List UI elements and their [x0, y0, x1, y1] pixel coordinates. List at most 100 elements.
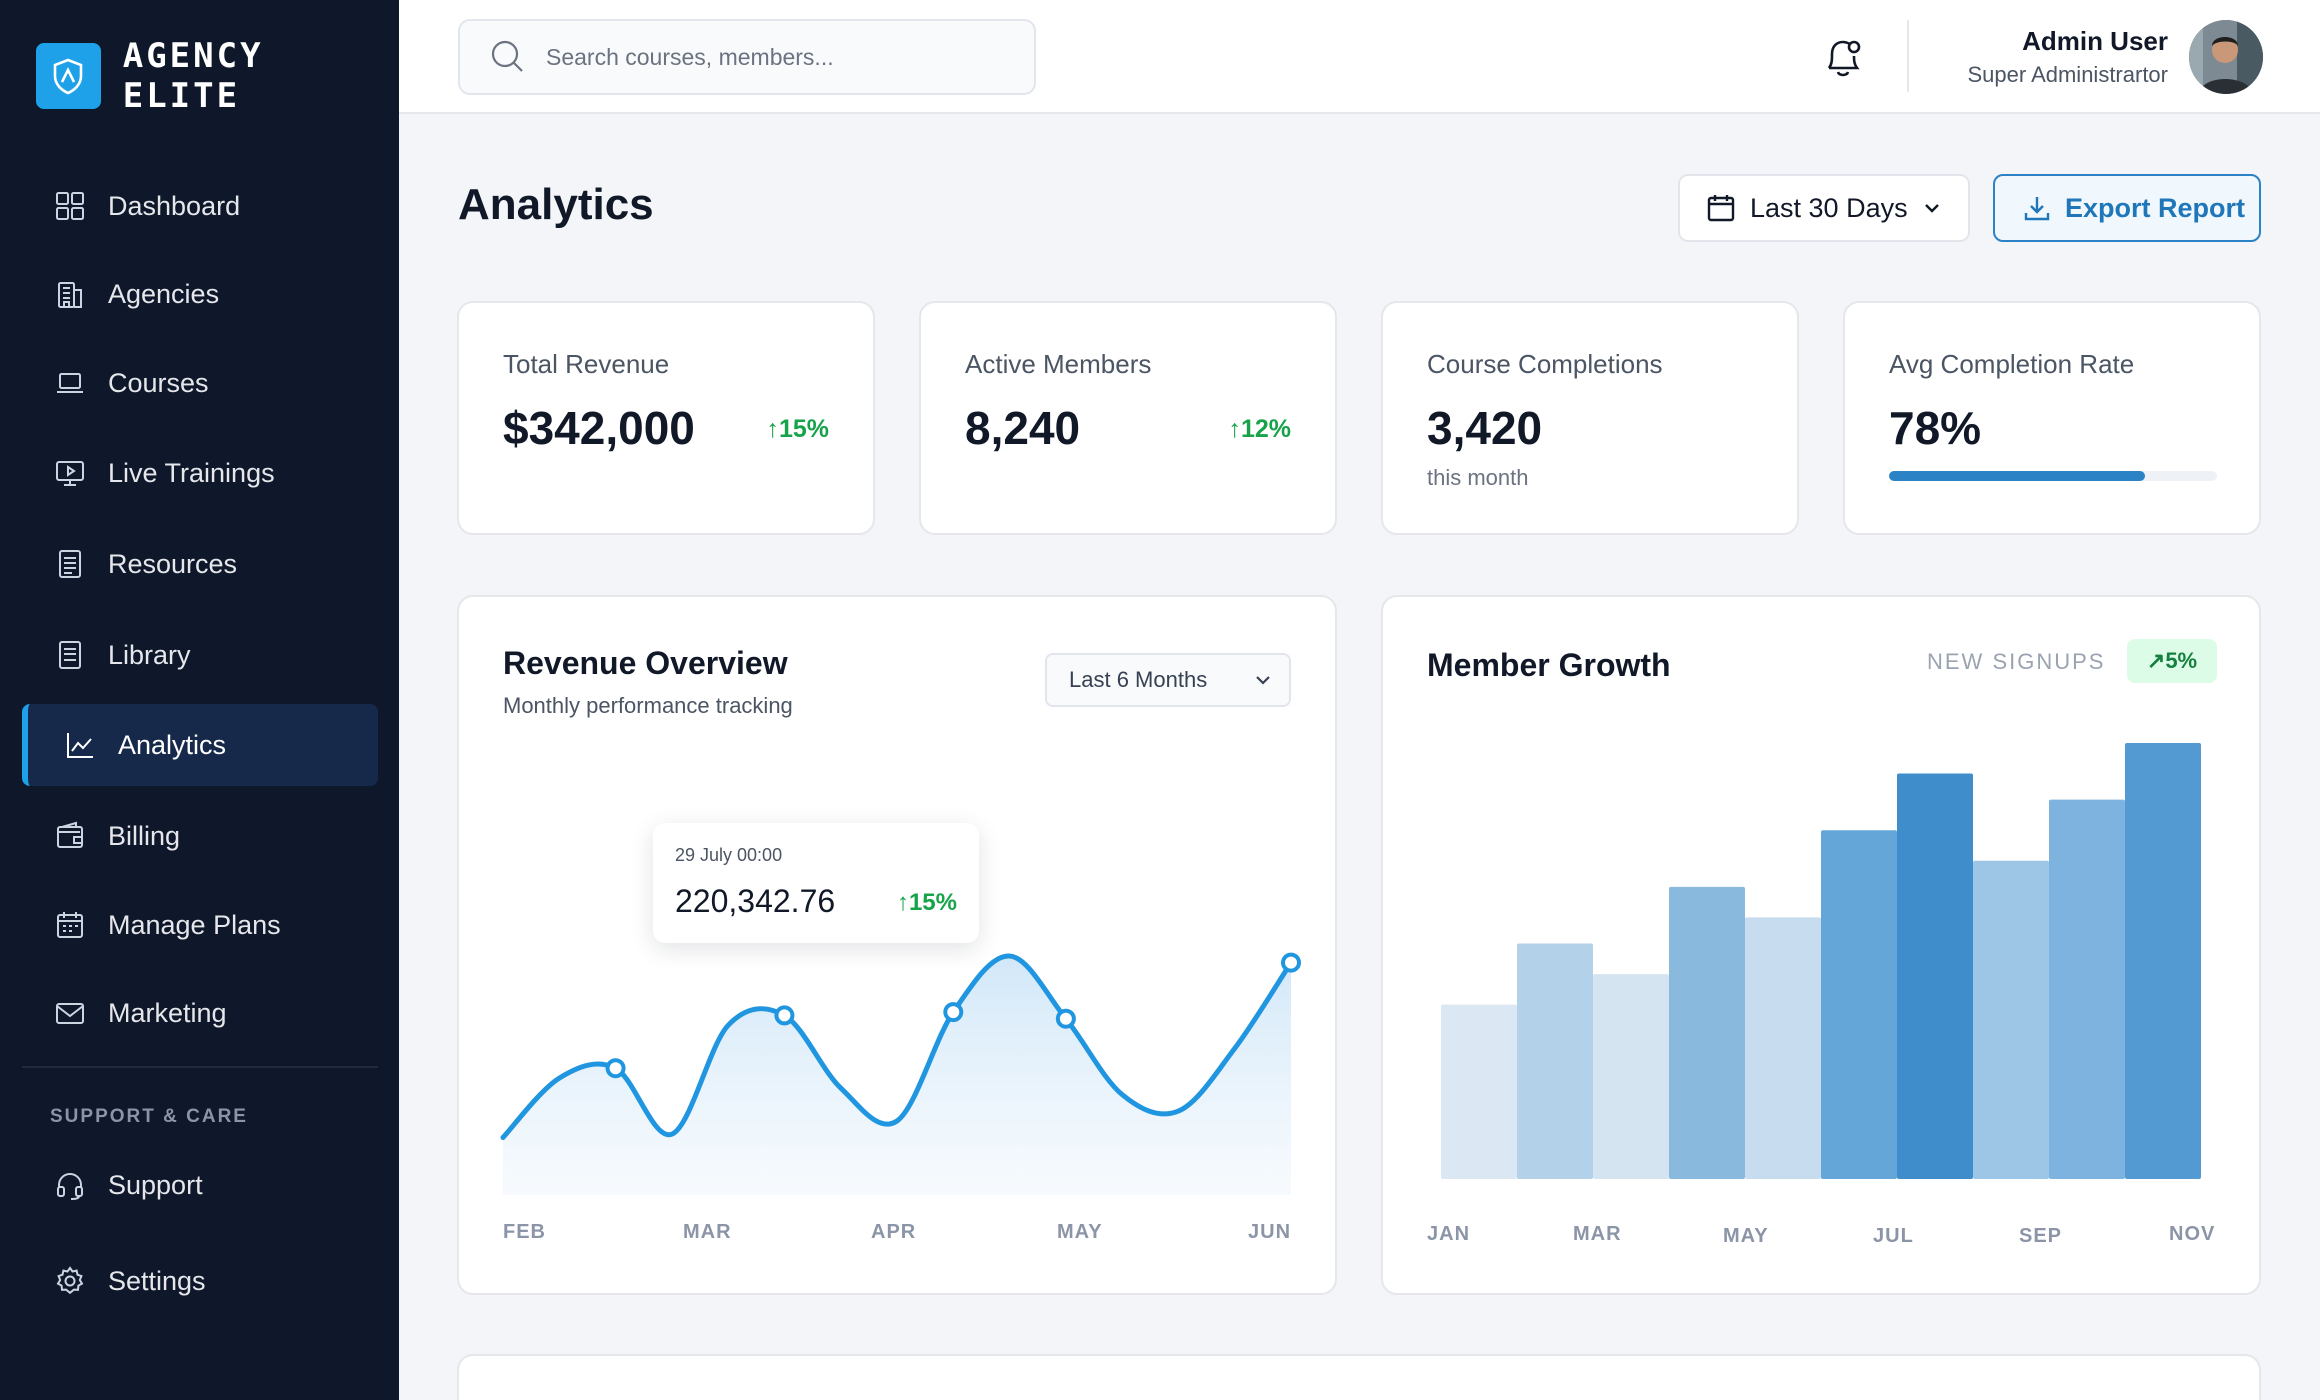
- growth-bar[interactable]: [1897, 773, 1973, 1179]
- x-tick-label: JUL: [1873, 1225, 1914, 1247]
- chevron-down-icon: [1924, 204, 1939, 213]
- grid-icon: [52, 188, 88, 224]
- page-title: Analytics: [458, 180, 654, 229]
- revenue-range-select[interactable]: Last 6 Months: [1045, 653, 1291, 707]
- export-report-label: Export Report: [2065, 192, 2246, 223]
- growth-bar[interactable]: [1669, 886, 1745, 1179]
- stat-value: 3,420: [1427, 402, 1543, 454]
- shield-icon: [36, 43, 101, 109]
- growth-bar[interactable]: [1517, 943, 1593, 1179]
- stat-label: Total Revenue: [503, 349, 670, 379]
- sidebar-item-billing[interactable]: Billing: [22, 795, 378, 877]
- stat-value: 8,240: [965, 402, 1081, 454]
- book-icon: [52, 637, 88, 673]
- new-signups-label: NEW SIGNUPS: [1927, 649, 2106, 674]
- growth-badge: ↗ 5%: [2127, 639, 2217, 683]
- sidebar-section-title: SUPPORT & CARE: [50, 1106, 248, 1127]
- x-tick-label: APR: [871, 1221, 917, 1243]
- sidebar-item-manage-plans[interactable]: Manage Plans: [22, 884, 378, 966]
- revenue-data-point[interactable]: [1055, 1008, 1076, 1029]
- export-report-button[interactable]: Export Report: [1993, 174, 2261, 242]
- notification-bell-icon[interactable]: [1819, 32, 1867, 82]
- wallet-icon: [52, 818, 88, 854]
- revenue-data-point[interactable]: [774, 1005, 795, 1026]
- x-tick-label: MAY: [1057, 1221, 1103, 1243]
- sidebar-item-label: Manage Plans: [108, 909, 281, 940]
- growth-chart-title: Member Growth: [1427, 647, 1671, 683]
- sidebar-item-label: Agencies: [108, 278, 220, 309]
- tooltip-value: 220,342.76: [675, 883, 836, 919]
- sidebar-item-label: Live Trainings: [108, 457, 275, 488]
- growth-bar[interactable]: [1745, 917, 1821, 1179]
- growth-bar[interactable]: [2125, 743, 2201, 1179]
- completion-progress-bar: [1889, 471, 2217, 481]
- growth-bar[interactable]: [1593, 974, 1669, 1179]
- trend-up-icon: ↗: [2146, 648, 2166, 673]
- sidebar-item-resources[interactable]: Resources: [22, 523, 378, 605]
- sidebar-item-label: Billing: [108, 820, 181, 851]
- search-input[interactable]: Search courses, members...: [458, 19, 1036, 95]
- sidebar-item-label: Library: [108, 639, 191, 670]
- date-range-select[interactable]: Last 30 Days: [1678, 174, 1970, 242]
- arrow-up-icon: ↑: [1228, 415, 1241, 443]
- x-tick-label: FEB: [503, 1221, 546, 1243]
- sidebar-item-label: Analytics: [118, 729, 227, 760]
- sidebar-item-support[interactable]: Support: [22, 1144, 378, 1226]
- x-tick-label: MAR: [683, 1221, 732, 1243]
- sidebar-item-label: Resources: [108, 548, 238, 579]
- sidebar-divider: [22, 1066, 378, 1068]
- revenue-data-point[interactable]: [605, 1058, 626, 1079]
- growth-bar[interactable]: [1821, 830, 1897, 1179]
- revenue-data-point[interactable]: [943, 1002, 964, 1023]
- avatar[interactable]: [2189, 20, 2263, 94]
- stat-label: Course Completions: [1427, 349, 1663, 379]
- stat-subtext: this month: [1427, 465, 1529, 490]
- arrow-up-icon: ↑: [896, 889, 909, 916]
- gear-icon: [52, 1263, 88, 1299]
- user-name[interactable]: Admin User: [2022, 26, 2168, 56]
- chart-tooltip: 29 July 00:00 220,342.76 ↑15%: [653, 823, 979, 943]
- document-icon: [52, 546, 88, 582]
- growth-bar[interactable]: [2049, 799, 2125, 1179]
- sidebar-item-settings[interactable]: Settings: [22, 1240, 378, 1322]
- revenue-range-label: Last 6 Months: [1069, 667, 1208, 692]
- sidebar-item-label: Support: [108, 1169, 203, 1200]
- sidebar-item-label: Settings: [108, 1265, 206, 1296]
- stat-card-avg-completion-rate: Avg Completion Rate 78%: [1843, 301, 2261, 535]
- revenue-data-point[interactable]: [1281, 952, 1301, 973]
- brand[interactable]: AGENCY ELITE: [36, 36, 399, 116]
- x-tick-label: MAY: [1723, 1225, 1769, 1247]
- user-role: Super Administrartor: [1967, 62, 2168, 87]
- download-icon: [2024, 197, 2050, 221]
- sidebar-item-marketing[interactable]: Marketing: [22, 972, 378, 1054]
- search-placeholder: Search courses, members...: [546, 43, 834, 70]
- growth-bar[interactable]: [1441, 1004, 1517, 1179]
- sidebar-item-analytics[interactable]: Analytics: [22, 704, 378, 786]
- growth-bar[interactable]: [1973, 860, 2049, 1179]
- calendar-icon: [1707, 195, 1735, 222]
- x-tick-label: JUN: [1248, 1221, 1292, 1243]
- header-divider: [1907, 20, 1909, 92]
- sidebar-item-dashboard[interactable]: Dashboard: [22, 165, 378, 247]
- stat-card-course-completions: Course Completions 3,420 this month: [1381, 301, 1799, 535]
- member-growth-bar-chart: [1441, 743, 2201, 1179]
- calendar-icon: [52, 907, 88, 943]
- sidebar-item-courses[interactable]: Courses: [22, 342, 378, 424]
- stat-label: Active Members: [965, 349, 1152, 379]
- date-range-label: Last 30 Days: [1750, 192, 1908, 223]
- tooltip-date: 29 July 00:00: [675, 845, 783, 865]
- x-tick-label: JAN: [1427, 1223, 1471, 1245]
- sidebar-item-library[interactable]: Library: [22, 614, 378, 696]
- sidebar-item-agencies[interactable]: Agencies: [22, 253, 378, 335]
- stat-card-active-members: Active Members 8,240 ↑12%: [919, 301, 1337, 535]
- laptop-icon: [52, 365, 88, 401]
- top-header: Search courses, members... Admin User Su…: [399, 0, 2320, 114]
- x-tick-label: MAR: [1573, 1223, 1622, 1245]
- tooltip-delta: ↑15%: [896, 889, 957, 916]
- search-icon: [491, 40, 523, 72]
- x-tick-label: SEP: [2019, 1225, 2063, 1247]
- sidebar-item-live-trainings[interactable]: Live Trainings: [22, 432, 378, 514]
- member-growth-card: Member Growth NEW SIGNUPS ↗ 5% JAN MAR MA…: [1381, 595, 2261, 1295]
- sidebar-item-label: Courses: [108, 367, 209, 398]
- line-chart-icon: [62, 727, 98, 763]
